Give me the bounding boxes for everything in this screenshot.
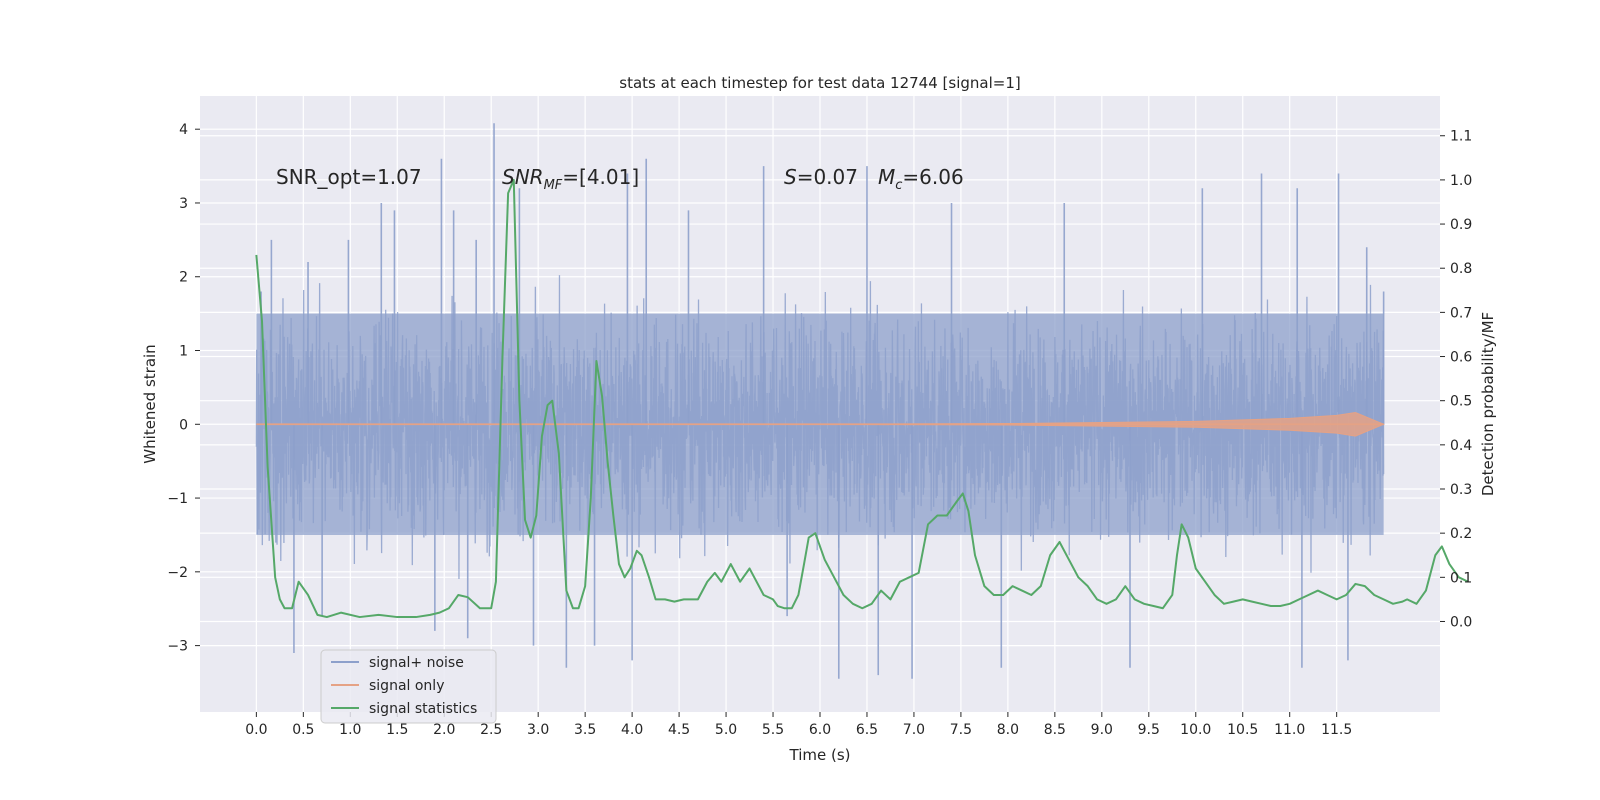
signal-only-series — [256, 411, 1385, 437]
annotation-snr-mf-main: SNR — [502, 165, 544, 189]
annotation-mc-sub: c — [895, 178, 902, 193]
x-tick-label: 2.5 — [480, 722, 502, 738]
signal-statistics-line — [255, 178, 1469, 619]
chart-title: stats at each timestep for test data 127… — [619, 74, 1020, 92]
y-left-tick-label: 2 — [179, 270, 188, 286]
x-tick-label: 10.5 — [1227, 722, 1258, 738]
legend-box — [320, 649, 497, 724]
annotation-mc-value: =6.06 — [902, 165, 963, 189]
legend-label-signal-only: signal only — [369, 678, 444, 694]
x-axis: 0.0 0.5 1.0 1.5 2.0 2.5 3.0 3.5 4.0 4.5 5.0 5.5 6.0 6… — [245, 712, 1352, 738]
x-tick-label: 1.0 — [339, 722, 361, 738]
x-tick-label: 5.0 — [715, 722, 737, 738]
x-tick-label: 2.0 — [433, 722, 455, 738]
legend-label-signal-statistics: signal statistics — [369, 701, 477, 717]
x-tick-label: 4.0 — [621, 722, 643, 738]
x-tick-label: 5.5 — [762, 722, 784, 738]
x-tick-label: 7.5 — [950, 722, 972, 738]
annotation-mc-main: M — [878, 165, 895, 189]
x-tick-label: 4.5 — [668, 722, 690, 738]
y-right-tick-label: 0.4 — [1450, 438, 1472, 454]
x-tick-label: 3.0 — [527, 722, 549, 738]
y-right-tick-label: 0.0 — [1450, 614, 1472, 630]
y-right-tick-label: 1.1 — [1450, 129, 1472, 145]
x-tick-label: 3.5 — [574, 722, 596, 738]
y-left-tick-label: 4 — [179, 122, 188, 138]
x-tick-label: 7.0 — [903, 722, 925, 738]
x-tick-label: 11.5 — [1321, 722, 1352, 738]
annotations: SNR_opt=1.07 SNRMF=[4.01] S=0.07 Mc=6.06 — [276, 165, 964, 193]
x-tick-label: 1.5 — [386, 722, 408, 738]
y-axis-left-title: Whitened strain — [141, 344, 159, 463]
annotation-s-main: S — [784, 165, 797, 189]
x-tick-label: 11.0 — [1274, 722, 1305, 738]
y-left-tick-label: −3 — [167, 639, 188, 655]
x-tick-label: 6.5 — [856, 722, 878, 738]
x-axis-title: Time (s) — [789, 746, 851, 764]
y-right-tick-label: 0.7 — [1450, 305, 1472, 321]
y-right-tick-label: 0.3 — [1450, 482, 1472, 498]
legend-label-signal-noise: signal+ noise — [369, 655, 464, 671]
x-tick-label: 0.5 — [292, 722, 314, 738]
x-tick-label: 10.0 — [1180, 722, 1211, 738]
y-axis-left: 4 3 2 1 0 −1 −2 −3 — [167, 122, 200, 655]
signal-statistics-series — [255, 178, 1469, 619]
y-left-tick-label: −1 — [167, 491, 188, 507]
y-left-tick-label: 0 — [179, 417, 188, 433]
annotation-s: S=0.07 — [784, 165, 858, 189]
annotation-snr-mf-value: =[4.01] — [562, 165, 639, 189]
y-right-tick-label: 0.8 — [1450, 261, 1472, 277]
annotation-mc: Mc=6.06 — [878, 165, 964, 193]
y-right-tick-label: 0.5 — [1450, 394, 1472, 410]
x-tick-label: 6.0 — [809, 722, 831, 738]
annotation-snr-mf: SNRMF=[4.01] — [502, 165, 639, 193]
annotation-snr-opt: SNR_opt=1.07 — [276, 165, 422, 189]
x-tick-label: 9.5 — [1138, 722, 1160, 738]
y-right-tick-label: 0.6 — [1450, 350, 1472, 366]
y-right-tick-label: 0.2 — [1450, 526, 1472, 542]
annotation-snr-mf-sub: MF — [544, 178, 563, 193]
x-tick-label: 0.0 — [245, 722, 267, 738]
y-left-tick-label: 3 — [179, 196, 188, 212]
y-axis-right: 1.1 1.0 0.9 0.8 0.7 0.6 0.5 0.4 0.3 0.2 0.1 0.0 — [1440, 129, 1472, 630]
y-right-tick-label: 1.0 — [1450, 173, 1472, 189]
plot-content — [255, 123, 1469, 679]
y-left-tick-label: −2 — [167, 565, 188, 581]
x-tick-label: 8.0 — [997, 722, 1019, 738]
y-right-tick-label: 0.1 — [1450, 570, 1472, 586]
legend: signal+ noise signal only signal statist… — [320, 649, 497, 724]
y-left-tick-label: 1 — [179, 344, 188, 360]
y-axis-right-title: Detection probability/MF — [1479, 312, 1497, 496]
x-tick-label: 9.0 — [1091, 722, 1113, 738]
x-tick-label: 8.5 — [1044, 722, 1066, 738]
y-right-tick-label: 0.9 — [1450, 217, 1472, 233]
annotation-s-value: =0.07 — [797, 165, 858, 189]
